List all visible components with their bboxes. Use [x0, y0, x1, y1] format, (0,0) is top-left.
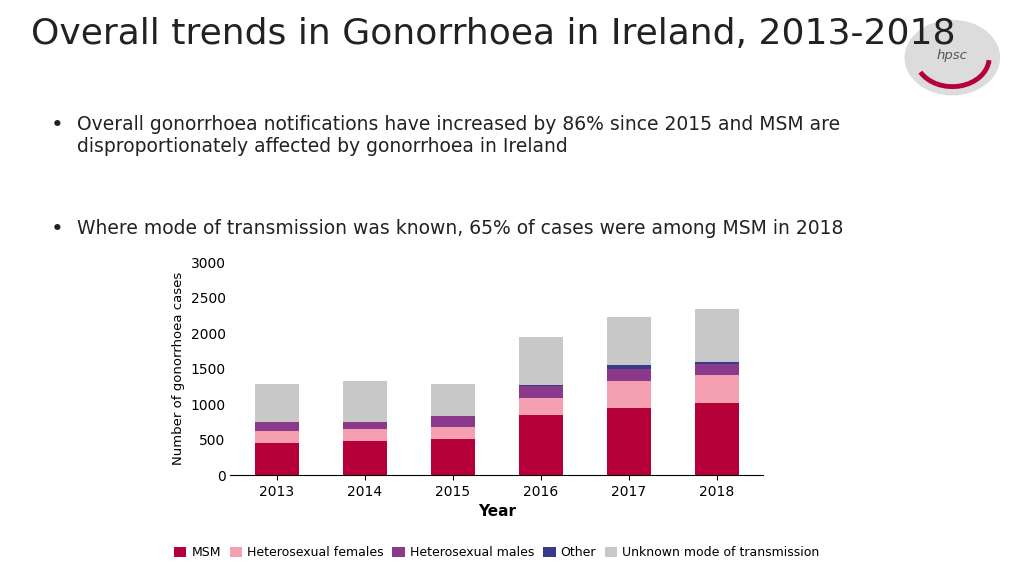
Text: 17: 17 [979, 560, 998, 575]
Bar [431, 384, 475, 416]
Bar [694, 309, 738, 362]
Bar [255, 422, 299, 431]
Text: •: • [51, 219, 63, 239]
Bar [606, 369, 650, 381]
Bar [343, 441, 387, 475]
Text: hpsc: hpsc [937, 50, 968, 62]
Text: Overall trends in Gonorrhoea in Ireland, 2013-2018: Overall trends in Gonorrhoea in Ireland,… [31, 17, 955, 51]
Circle shape [905, 21, 999, 94]
Bar [343, 381, 387, 422]
Bar [518, 415, 562, 475]
Bar [606, 317, 650, 365]
Bar [518, 386, 562, 399]
Bar [694, 362, 738, 364]
Legend: MSM, Heterosexual females, Heterosexual males, Other, Unknown mode of transmissi: MSM, Heterosexual females, Heterosexual … [169, 541, 824, 564]
X-axis label: Year: Year [477, 505, 516, 520]
Bar [343, 429, 387, 441]
Bar [431, 416, 475, 427]
Text: •: • [51, 115, 63, 135]
Bar [606, 381, 650, 408]
Y-axis label: Number of gonorrhoea cases: Number of gonorrhoea cases [172, 272, 185, 465]
Bar [606, 408, 650, 475]
Bar [694, 375, 738, 403]
Bar [518, 385, 562, 386]
Bar [255, 444, 299, 475]
Bar [431, 427, 475, 439]
Text: Where mode of transmission was known, 65% of cases were among MSM in 2018: Where mode of transmission was known, 65… [77, 219, 843, 238]
Bar [343, 422, 387, 429]
Bar [431, 439, 475, 475]
Bar [694, 364, 738, 375]
Bar [518, 337, 562, 385]
Bar [255, 431, 299, 444]
Text: Overall gonorrhoea notifications have increased by 86% since 2015 and MSM are
di: Overall gonorrhoea notifications have in… [77, 115, 840, 156]
Bar [518, 399, 562, 415]
Bar [694, 403, 738, 475]
Bar [255, 384, 299, 422]
Bar [606, 365, 650, 369]
